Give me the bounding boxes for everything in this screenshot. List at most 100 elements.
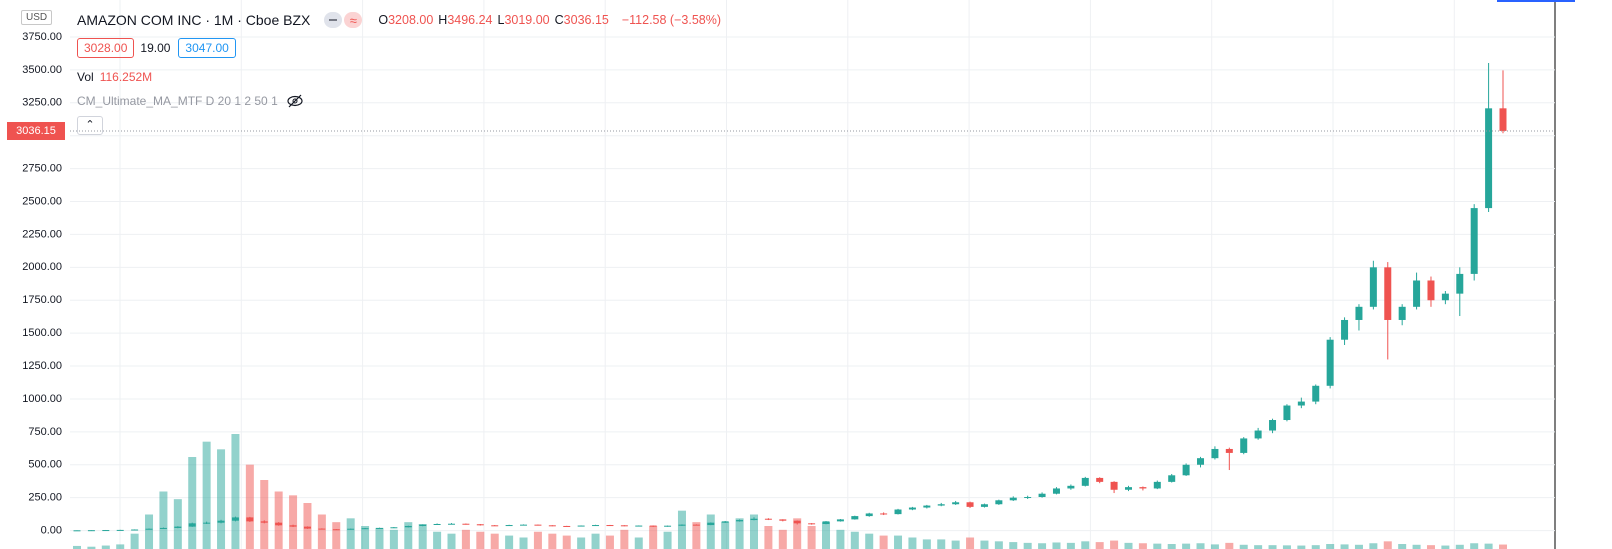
y-tick-label: 1000.00 [22,393,62,405]
candle-body [577,525,585,527]
candle-body [1182,464,1190,476]
volume-bar [922,539,931,549]
volume-bar [145,514,154,549]
candle-body [1124,487,1132,490]
volume-bar [778,529,787,549]
volume-bar [1499,544,1507,549]
volume-bar [548,533,557,549]
volume-bar [159,491,168,549]
volume-bar [1110,540,1119,549]
candle-body [275,522,283,526]
ohlc-value: 3019.00 [504,13,550,27]
candle-body [73,530,81,532]
candle-body [1326,339,1334,386]
candle-body [635,525,643,527]
volume-bar [1081,541,1090,549]
ohlc-key: H [438,13,448,27]
volume-bar [706,514,715,549]
grid [70,0,1555,549]
volume-bar [1038,543,1047,549]
candle-body [520,524,528,526]
volume-bar [433,531,442,549]
candle-body [1153,481,1161,489]
candle-body [1413,280,1421,307]
volume-bars [73,434,1507,549]
volume-bar [173,499,182,549]
volume-bar [101,545,110,549]
ohlc-value: 3208.00 [388,13,434,27]
candle-body [505,525,513,527]
candle-body [836,519,844,522]
candle-body [203,522,211,524]
indicator-name: CM_Ultimate_MA_MTF D 20 1 2 50 1 [77,94,278,108]
volume-bar [1009,542,1018,549]
candle-body [303,526,311,529]
volume-bar [822,522,831,549]
candle-body [231,517,239,521]
volume-bar [836,529,845,549]
volume-bar [1297,545,1306,549]
volume-bar [663,531,672,549]
y-tick-label: 2500.00 [22,195,62,207]
visibility-icon[interactable] [286,94,304,108]
volume-bar [346,518,355,549]
volume-bar [577,537,586,549]
volume-bar [202,441,211,549]
volume-bar [1268,545,1277,549]
volume-bar [793,518,802,549]
candle-body [1081,477,1089,486]
ask-box[interactable]: 3047.00 [178,38,236,58]
indicator-row: CM_Ultimate_MA_MTF D 20 1 2 50 1 [77,94,304,108]
candle-body [822,521,830,524]
candle-body [692,524,700,526]
candle-body [966,502,974,507]
candle-body [390,527,398,529]
spread: 19.00 [140,41,171,55]
volume-bar [188,457,197,549]
y-tick-label: 1750.00 [22,294,62,306]
candle-body [736,520,744,522]
candle-body [678,524,686,526]
legend-buttons[interactable]: ≈ [324,12,363,28]
volume-bar [217,449,226,549]
volume-bar [1455,544,1464,549]
volume-bar [1326,544,1335,549]
volume-bar [1182,543,1191,549]
bid-box[interactable]: 3028.00 [77,38,135,58]
candle-body [995,500,1003,505]
hide-button[interactable] [324,12,343,28]
candle-body [908,507,916,510]
candle-body [664,525,672,527]
candle-body [433,523,441,525]
compare-button[interactable]: ≈ [344,12,363,28]
legend-row: AMAZON COM INC · 1M · Cboe BZX ≈ O3208.0… [77,12,721,28]
volume-bar [951,540,960,549]
candle-body [779,519,787,521]
volume-bar [850,531,859,549]
volume-bar [461,529,470,549]
volume-bar [447,533,456,549]
volume-label: Vol [77,70,94,84]
candle-body [1024,497,1032,499]
collapse-button[interactable]: ⌃ [77,116,103,135]
y-tick-label: 750.00 [28,426,62,438]
volume-bar [1095,542,1104,549]
candle-body [707,522,715,526]
ohlc-key: C [554,13,564,27]
candle-body [448,523,456,525]
volume-bar [605,535,614,549]
volume-bar [1210,544,1219,549]
candles [73,63,1507,532]
candle-body [1139,487,1147,489]
volume-bar [245,464,254,549]
volume-bar [87,546,96,549]
candle-body [87,530,95,532]
candle-body [1355,306,1363,320]
price-change: −112.58 (−3.58%) [621,13,722,27]
candle-body [347,528,355,530]
y-tick-label: 0.00 [41,524,62,536]
candle-body [375,527,383,529]
candle-body [563,525,571,527]
volume-bar [764,526,773,549]
